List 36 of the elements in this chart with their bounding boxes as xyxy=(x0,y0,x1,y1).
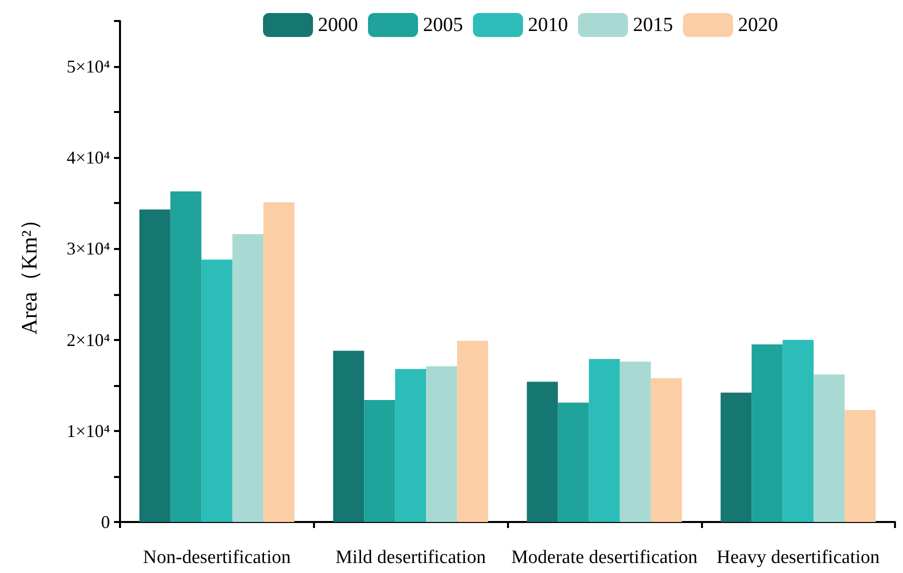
bar xyxy=(232,234,264,522)
y-tick-label: 2×10⁴ xyxy=(66,330,110,350)
bar xyxy=(333,350,364,522)
bar xyxy=(139,210,170,522)
x-tick-label: Moderate desertification xyxy=(511,547,698,568)
bar xyxy=(650,378,682,522)
y-tick-label: 3×10⁴ xyxy=(66,238,110,259)
legend-label: 2020 xyxy=(738,14,778,36)
bar xyxy=(170,191,202,522)
bar xyxy=(782,340,814,522)
y-tick-label: 1×10⁴ xyxy=(66,420,110,441)
bar xyxy=(752,344,783,522)
bar xyxy=(588,358,620,522)
y-tick-label: 4×10⁴ xyxy=(66,148,110,168)
bar xyxy=(457,340,488,522)
y-tick-label: 0 xyxy=(101,512,110,532)
x-tick-label: Mild desertification xyxy=(335,547,486,568)
bar xyxy=(395,368,426,522)
legend-label: 2005 xyxy=(423,14,463,36)
bar xyxy=(720,392,752,522)
bar xyxy=(263,202,294,522)
bar xyxy=(201,260,232,522)
legend-label: 2000 xyxy=(318,14,358,36)
y-tick-label: 5×10⁴ xyxy=(66,56,110,77)
bar xyxy=(814,374,845,522)
bar xyxy=(426,366,458,522)
bar xyxy=(844,410,876,522)
legend-label: 2010 xyxy=(528,14,568,36)
bar xyxy=(620,362,651,522)
bar xyxy=(364,400,396,522)
bar xyxy=(558,402,589,522)
y-axis-title: Area（Km²） xyxy=(16,208,42,335)
x-tick-label: Heavy desertification xyxy=(716,547,880,568)
legend-label: 2015 xyxy=(633,14,673,36)
x-tick-label: Non-desertification xyxy=(143,547,292,568)
bar xyxy=(526,382,558,522)
